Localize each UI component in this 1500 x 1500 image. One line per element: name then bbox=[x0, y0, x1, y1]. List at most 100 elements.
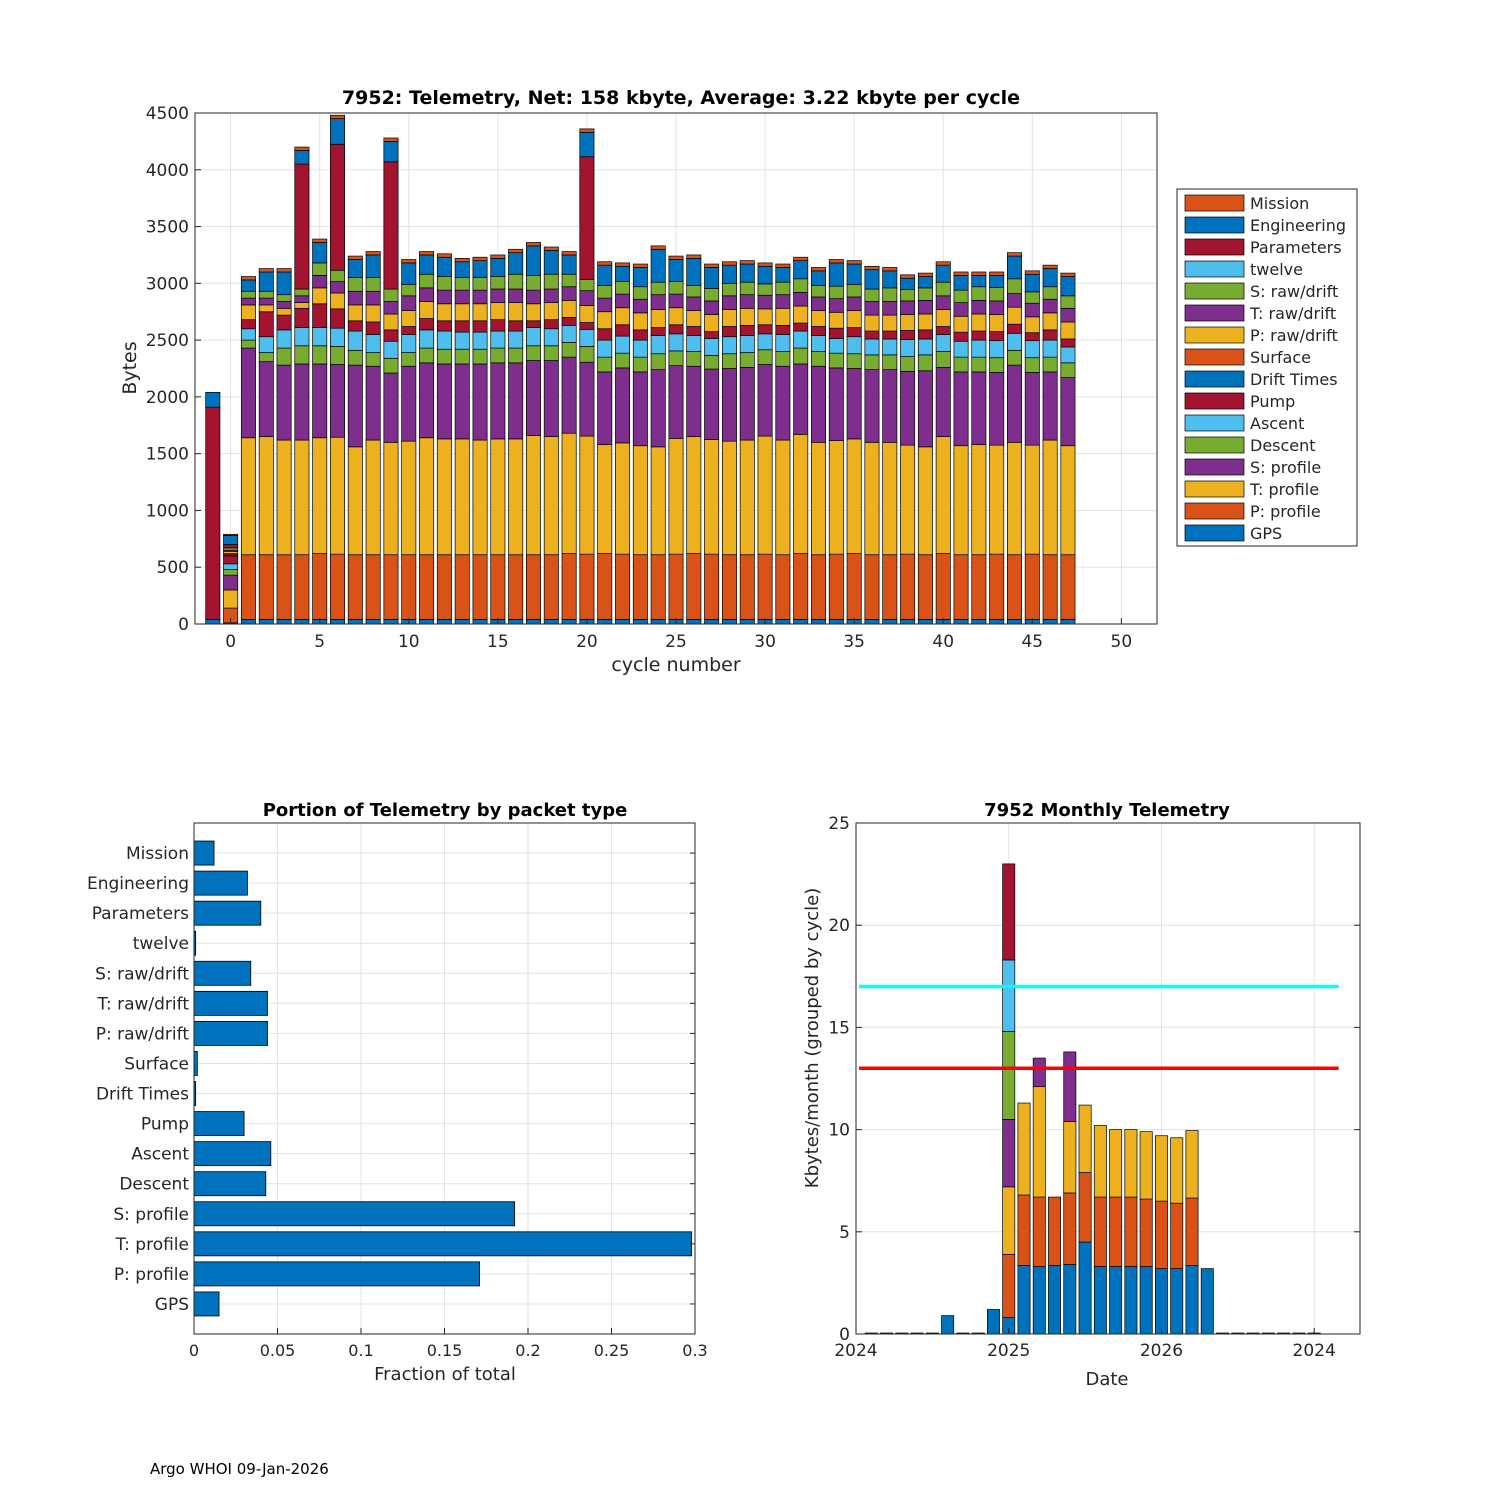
bar-segment-t-profile bbox=[864, 441, 880, 556]
bar-segment-descent bbox=[419, 347, 435, 364]
legend-label: Pump bbox=[1250, 392, 1295, 411]
bar-segment-t-raw-drift bbox=[1042, 298, 1058, 314]
bar-segment-ascent bbox=[526, 327, 541, 347]
bar-segment-p-raw-drift bbox=[971, 313, 987, 332]
bar-segment-gps bbox=[365, 619, 381, 625]
bar-segment-descent bbox=[436, 348, 452, 365]
bar-segment-mission bbox=[526, 242, 541, 247]
bar-segment-s-profile bbox=[330, 364, 345, 438]
y-tick-label: 10 bbox=[828, 1121, 850, 1141]
bar-segment-engineering bbox=[597, 264, 613, 286]
bar-segment-descent bbox=[793, 347, 809, 365]
bar-segment-mission bbox=[454, 258, 470, 263]
bar-segment-mission bbox=[472, 256, 488, 261]
bar-segment-t-raw-drift bbox=[258, 297, 274, 306]
month-bar-segment bbox=[1048, 1265, 1062, 1335]
month-bar-segment bbox=[1002, 1253, 1016, 1318]
bar-segment-s-profile bbox=[597, 371, 613, 445]
bar-segment-ascent bbox=[650, 335, 666, 355]
bar-segment-ascent bbox=[1042, 339, 1058, 358]
bar-segment-s-raw-drift bbox=[864, 288, 880, 302]
bar-segment-pump bbox=[811, 326, 826, 336]
bar-segment-p-raw-drift bbox=[419, 301, 435, 319]
x-tick-label: 2024 bbox=[834, 1341, 877, 1361]
bar-segment-s-profile bbox=[882, 369, 898, 443]
month-bar-segment bbox=[1109, 1196, 1123, 1267]
bar-segment-mission bbox=[1007, 252, 1022, 257]
bar-segment-t-profile bbox=[935, 436, 951, 554]
bar-segment-pump bbox=[917, 329, 933, 340]
bar-segment-ascent bbox=[668, 333, 684, 352]
x-tick-label: 40 bbox=[932, 632, 954, 652]
bar-segment-p-profile bbox=[828, 553, 844, 620]
bar-segment-engineering bbox=[312, 242, 328, 264]
bar-segment-gps bbox=[686, 619, 702, 625]
bar-segment-p-raw-drift bbox=[508, 302, 524, 322]
x-tick-label: 0 bbox=[225, 632, 236, 652]
bar-segment-ascent bbox=[383, 340, 399, 359]
bar-segment-engineering bbox=[490, 258, 506, 277]
bar-segment-s-profile bbox=[240, 347, 256, 439]
bar-segment-s-profile bbox=[775, 365, 791, 441]
bar-segment-p-profile bbox=[561, 553, 577, 620]
bar-segment-descent bbox=[775, 351, 791, 367]
bar-segment-gps bbox=[632, 619, 648, 625]
bar-segment-t-raw-drift bbox=[490, 288, 506, 303]
bar-segment-p-raw-drift bbox=[1024, 316, 1040, 334]
bar-segment-p-raw-drift bbox=[632, 312, 648, 331]
bar-segment-p-profile bbox=[383, 554, 399, 620]
bar-segment-mission bbox=[276, 268, 292, 273]
y-tick-label: 0 bbox=[839, 1325, 850, 1345]
bar-segment-ascent bbox=[953, 340, 969, 358]
bars bbox=[205, 114, 1076, 625]
bar-segment-descent bbox=[579, 346, 595, 363]
bar-segment-pump bbox=[882, 330, 898, 340]
legend-swatch bbox=[1184, 216, 1245, 234]
bar-segment-descent bbox=[401, 352, 417, 367]
bar-segment-gps bbox=[721, 619, 737, 625]
bar-segment-s-profile bbox=[864, 369, 880, 443]
bar-segment-t-raw-drift bbox=[793, 292, 809, 307]
bar-segment-p-profile bbox=[258, 554, 274, 620]
bar-segment-p-profile bbox=[989, 553, 1005, 620]
bar-segment-p-profile bbox=[526, 554, 541, 620]
bar-segment-t-raw-drift bbox=[704, 300, 720, 315]
bar-segment-s-profile bbox=[668, 365, 684, 439]
bar bbox=[193, 1020, 268, 1046]
bar-segment-s-raw-drift bbox=[240, 290, 256, 299]
bar-segment-ascent bbox=[401, 334, 417, 353]
bar-segment-ascent bbox=[704, 338, 720, 356]
bar-segment-ascent bbox=[312, 327, 328, 347]
bar-segment-t-profile bbox=[1060, 445, 1076, 556]
bar-segment-t-profile bbox=[240, 437, 256, 556]
bar-segment-pump bbox=[365, 321, 381, 335]
bar-segment-p-raw-drift bbox=[828, 311, 844, 329]
bar bbox=[193, 1231, 693, 1257]
bar-segment-t-profile bbox=[419, 437, 435, 556]
bar-segment-mission bbox=[917, 272, 933, 277]
bar-segment-mission bbox=[240, 276, 256, 281]
bar-segment-p-raw-drift bbox=[615, 307, 631, 326]
bar-segment-pump bbox=[935, 326, 951, 335]
bar bbox=[193, 990, 268, 1016]
y-tick-label: Descent bbox=[119, 1175, 189, 1195]
bar-segment-gps bbox=[1007, 619, 1022, 625]
bar-segment-t-raw-drift bbox=[1007, 293, 1022, 308]
bar-segment-mission bbox=[365, 251, 381, 256]
bar-segment-s-raw-drift bbox=[615, 281, 631, 295]
bar-segment-s-profile bbox=[294, 363, 310, 441]
bar-segment-t-raw-drift bbox=[757, 294, 773, 310]
bar-segment-s-raw-drift bbox=[330, 269, 345, 282]
bar-segment-mission bbox=[419, 251, 435, 256]
bar-segment-pump bbox=[632, 329, 648, 341]
y-tick-label: 0 bbox=[178, 615, 189, 635]
bar-segment-mission bbox=[668, 255, 684, 260]
bar-segment-mission bbox=[401, 259, 417, 264]
bar-segment-ascent bbox=[294, 327, 310, 347]
telemetry-per-cycle-chart: 0 5 10 15 20 25 30 35 40 45 5005001000150020002500… bbox=[119, 87, 1358, 676]
legend-swatch bbox=[1184, 370, 1245, 388]
bar-segment-ascent bbox=[811, 335, 826, 352]
bar-segment-mission bbox=[383, 137, 399, 142]
bar-segment-engineering bbox=[935, 264, 951, 283]
bar-segment-parameters bbox=[579, 156, 595, 280]
